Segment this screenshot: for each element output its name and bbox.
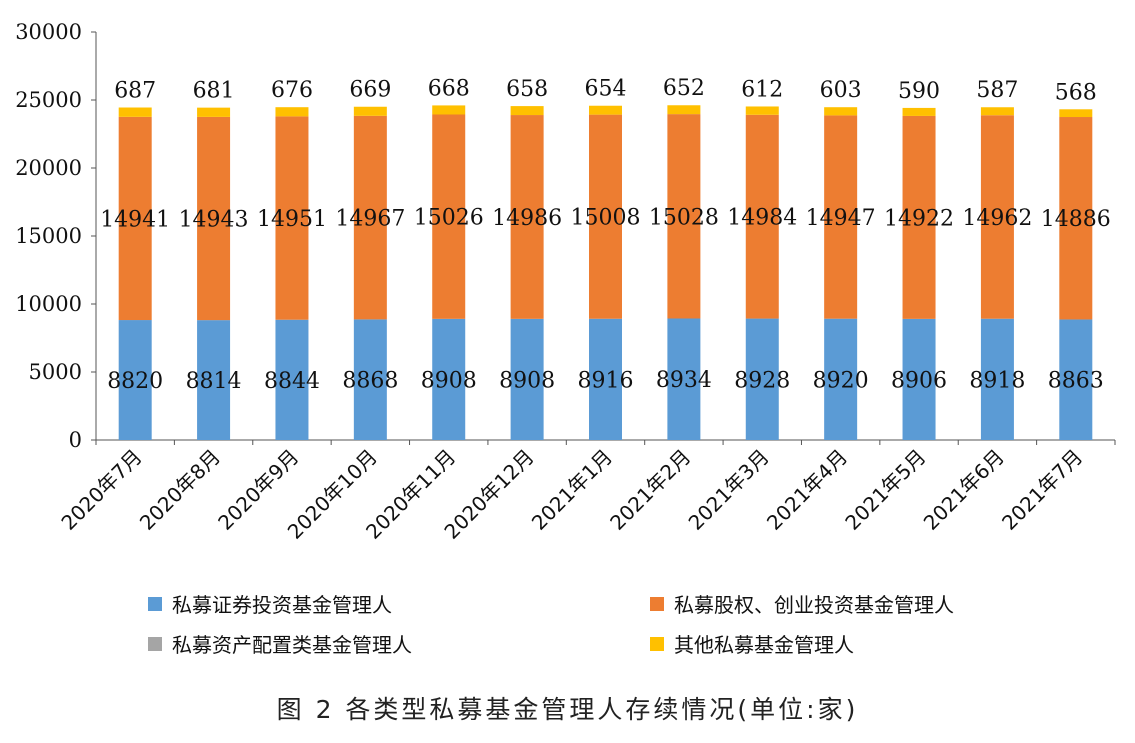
data-label: 15008 bbox=[571, 206, 641, 231]
bar-segment bbox=[510, 318, 544, 440]
data-label: 14962 bbox=[962, 206, 1032, 231]
bar-segment bbox=[589, 114, 622, 319]
x-tick-label: 2021年7月 bbox=[997, 445, 1087, 535]
data-label: 14941 bbox=[100, 207, 170, 232]
data-label: 14922 bbox=[884, 206, 954, 231]
bar-segment bbox=[667, 105, 701, 115]
bar-segment bbox=[432, 105, 466, 115]
x-tick-label: 2021年6月 bbox=[919, 445, 1009, 535]
y-tick-label: 20000 bbox=[15, 156, 82, 180]
data-label: 681 bbox=[193, 79, 235, 104]
data-label: 8820 bbox=[107, 369, 163, 394]
bar-segment bbox=[1059, 319, 1093, 440]
data-label: 14886 bbox=[1041, 207, 1111, 232]
data-label: 8908 bbox=[421, 368, 477, 393]
y-tick-label: 15000 bbox=[15, 224, 82, 248]
bar-segment bbox=[118, 116, 152, 321]
y-tick-label: 5000 bbox=[29, 360, 82, 384]
bar-segment bbox=[197, 116, 231, 321]
data-label: 587 bbox=[976, 78, 1018, 103]
data-label: 14943 bbox=[179, 208, 249, 233]
bar-segment bbox=[353, 106, 387, 116]
bar-segment bbox=[745, 114, 779, 319]
data-label: 590 bbox=[898, 79, 940, 104]
bar-segment bbox=[275, 319, 309, 440]
bar-segment bbox=[824, 318, 858, 440]
data-label: 8928 bbox=[734, 368, 790, 393]
data-label: 8814 bbox=[186, 369, 242, 394]
data-label: 8863 bbox=[1048, 369, 1104, 394]
bar-segment bbox=[275, 116, 309, 320]
data-label: 14947 bbox=[806, 206, 876, 231]
data-label: 654 bbox=[585, 77, 627, 102]
y-tick-label: 25000 bbox=[15, 88, 82, 112]
data-label: 8908 bbox=[499, 368, 555, 393]
bar-segment bbox=[667, 114, 701, 319]
bar-segment bbox=[745, 318, 779, 440]
bar-segment bbox=[1059, 109, 1093, 118]
data-label: 15026 bbox=[414, 206, 484, 231]
data-label: 14951 bbox=[257, 207, 327, 232]
bar-segment bbox=[353, 115, 387, 320]
bar-segment bbox=[667, 318, 701, 440]
bar-segment bbox=[118, 320, 152, 440]
bar-segment bbox=[510, 115, 544, 319]
data-label: 658 bbox=[506, 77, 548, 102]
x-tick-label: 2021年2月 bbox=[605, 445, 695, 535]
bar-segment bbox=[118, 107, 152, 117]
bar-segment bbox=[589, 105, 622, 115]
data-label: 8844 bbox=[264, 369, 320, 394]
data-label: 568 bbox=[1055, 80, 1097, 105]
bar-segment bbox=[902, 318, 936, 440]
data-label: 15028 bbox=[649, 205, 719, 230]
bar-segment bbox=[432, 114, 466, 319]
bar-segment bbox=[1059, 117, 1093, 320]
figure-caption: 图 2 各类型私募基金管理人存续情况(单位:家) bbox=[276, 695, 859, 724]
x-tick-label: 2020年7月 bbox=[56, 445, 146, 535]
data-label: 612 bbox=[741, 77, 783, 102]
x-tick-label: 2021年4月 bbox=[762, 445, 852, 535]
bar-segment bbox=[510, 106, 544, 116]
data-label: 8868 bbox=[342, 369, 398, 394]
bar-segment bbox=[432, 318, 466, 440]
data-label: 8916 bbox=[578, 368, 634, 393]
y-tick-label: 10000 bbox=[15, 292, 82, 316]
bar-segment bbox=[589, 318, 622, 440]
bar-segment bbox=[197, 320, 231, 440]
data-label: 14986 bbox=[492, 206, 562, 231]
data-label: 14967 bbox=[335, 207, 405, 232]
bar-segment bbox=[980, 107, 1014, 116]
y-tick-label: 30000 bbox=[15, 20, 82, 44]
bar-segment bbox=[824, 107, 858, 116]
data-label: 603 bbox=[820, 78, 862, 103]
bar-segment bbox=[824, 115, 858, 319]
data-label: 668 bbox=[428, 76, 470, 101]
bar-segment bbox=[353, 319, 387, 440]
x-tick-label: 2021年5月 bbox=[840, 445, 930, 535]
data-label: 14984 bbox=[727, 206, 797, 231]
data-label: 8918 bbox=[969, 368, 1025, 393]
bar-segment bbox=[197, 107, 231, 117]
bar-segment bbox=[745, 106, 779, 115]
x-tick-label: 2021年1月 bbox=[527, 445, 617, 535]
bar-segment bbox=[980, 115, 1014, 319]
x-tick-label: 2021年3月 bbox=[684, 445, 774, 535]
data-label: 676 bbox=[271, 78, 313, 103]
data-label: 8920 bbox=[813, 368, 869, 393]
data-label: 8934 bbox=[656, 368, 712, 393]
y-tick-label: 0 bbox=[69, 428, 82, 452]
x-tick-label: 2020年8月 bbox=[135, 445, 225, 535]
bar-segment bbox=[275, 107, 309, 117]
data-label: 8906 bbox=[891, 368, 947, 393]
data-label: 687 bbox=[114, 79, 156, 104]
data-label: 669 bbox=[349, 78, 391, 103]
bar-segment bbox=[902, 107, 936, 116]
bar-segment bbox=[980, 318, 1014, 440]
data-label: 652 bbox=[663, 76, 705, 101]
bar-segment bbox=[902, 115, 936, 319]
